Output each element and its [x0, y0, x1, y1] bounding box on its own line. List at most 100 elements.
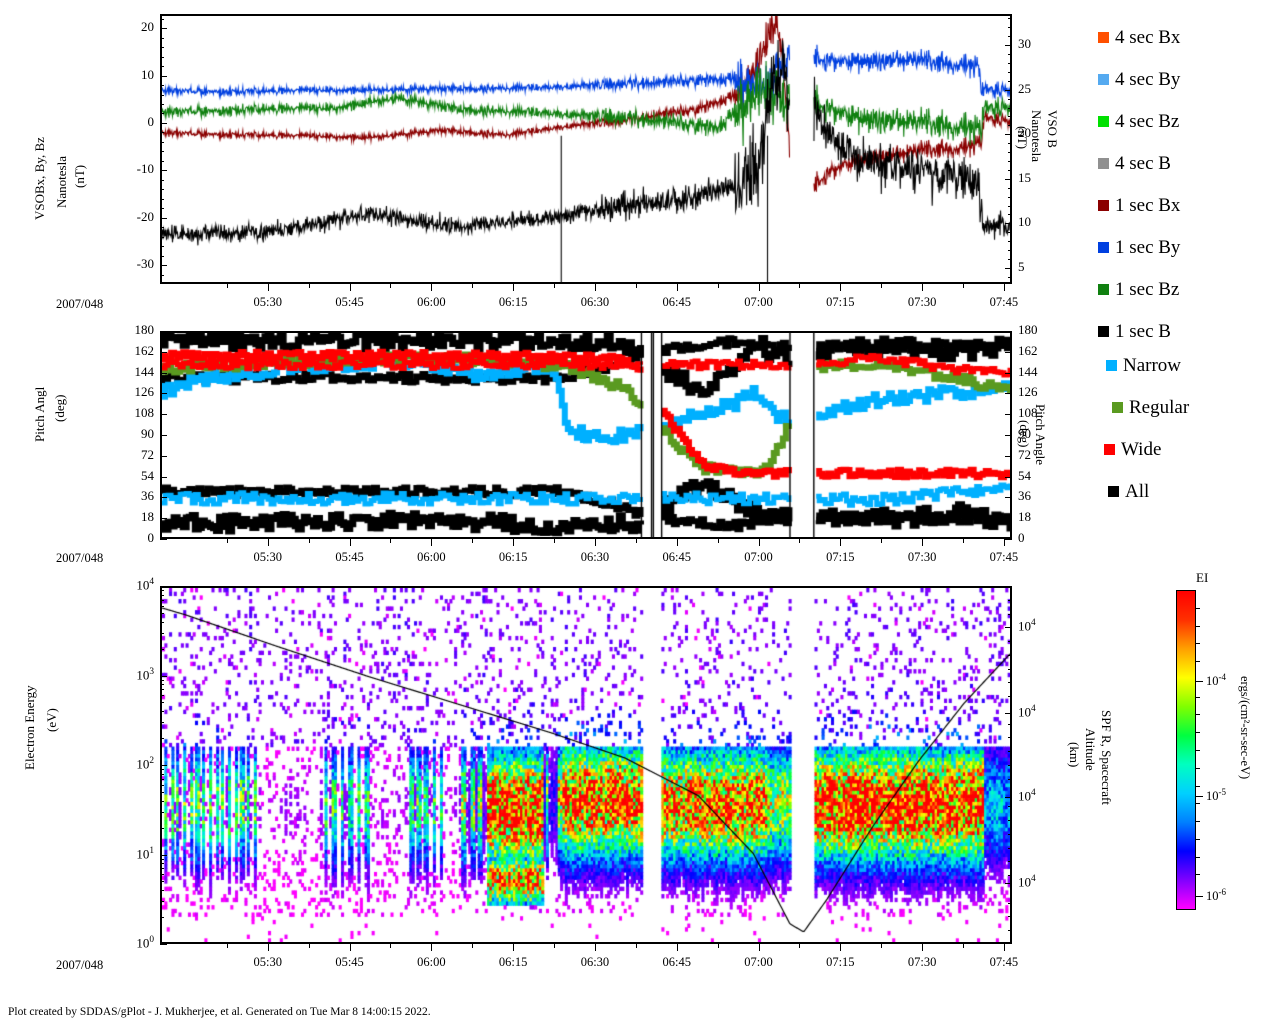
legend-swatch-icon: [1098, 158, 1109, 169]
y-tick-minor: [160, 274, 164, 276]
colorbar-tick-minor: [1196, 607, 1200, 609]
y-tick-minor: [160, 179, 164, 181]
legend-item-4-sec-by[interactable]: 4 sec By: [1098, 70, 1180, 89]
y-tick-major: [1005, 455, 1012, 457]
y-tick-minor: [1008, 765, 1012, 766]
y-tick-minor: [160, 702, 164, 704]
y-tick-minor: [1008, 641, 1012, 643]
y-tick-minor: [1008, 161, 1012, 163]
y-tick-major: [160, 518, 167, 520]
y-tick-minor: [160, 827, 164, 829]
time-tick-minor: [635, 539, 637, 543]
y-tick-label: 5: [1018, 258, 1025, 274]
colorbar-tick-major: [1196, 796, 1203, 798]
y-tick-minor: [1008, 250, 1012, 252]
colorbar-title: EI: [1196, 570, 1209, 585]
colorbar-tick-minor: [1196, 625, 1200, 627]
legend-item-narrow[interactable]: Narrow: [1106, 356, 1181, 375]
time-tick-major: [349, 284, 351, 291]
legend-item-4-sec-bz[interactable]: 4 sec Bz: [1098, 112, 1179, 131]
y-tick-minor: [1008, 125, 1012, 127]
time-tick-major: [758, 944, 760, 951]
y-tick-label: 10: [1018, 214, 1031, 230]
colorbar-tick-major: [1196, 895, 1203, 897]
time-tick-major: [431, 284, 433, 291]
y-tick-major: [1005, 267, 1012, 269]
colorbar-tick-minor: [1196, 838, 1200, 840]
y-tick-label: 104: [136, 577, 154, 593]
mag-ylabel-right-line3: (nT): [1015, 126, 1030, 150]
y-tick-major: [160, 351, 167, 353]
pitch-ylabel-right-line2: (deg): [1017, 420, 1032, 448]
legend-item-1-sec-bz[interactable]: 1 sec Bz: [1098, 280, 1179, 299]
colorbar-tick-minor: [1196, 714, 1200, 716]
spec-ylabel-right-line2: Altitude: [1083, 728, 1098, 771]
time-tick-major: [758, 284, 760, 291]
y-tick-minor: [160, 632, 164, 634]
legend-item-4-sec-bx[interactable]: 4 sec Bx: [1098, 28, 1180, 47]
y-tick-label: 90: [1018, 426, 1031, 441]
time-tick-minor: [881, 284, 883, 288]
time-tick-major: [840, 539, 842, 546]
y-tick-minor: [1008, 169, 1012, 171]
legend-swatch-icon: [1098, 32, 1109, 43]
y-tick-minor: [160, 85, 164, 87]
y-tick-major: [160, 675, 167, 677]
y-tick-label: 90: [141, 426, 154, 441]
y-tick-major: [160, 455, 167, 457]
time-tick-minor: [963, 944, 964, 948]
time-tick-major: [1003, 284, 1005, 291]
y-tick-label: 54: [141, 467, 154, 483]
time-tick-label: 07:45: [989, 295, 1019, 309]
y-tick-minor: [160, 648, 164, 650]
time-tick-major: [676, 539, 678, 546]
time-tick-label: 06:00: [417, 955, 446, 969]
legend-label: 4 sec B: [1115, 153, 1171, 174]
time-tick-label: 07:15: [826, 550, 855, 564]
y-tick-minor: [1008, 861, 1012, 863]
electron-spectrogram-panel: [160, 586, 1012, 944]
y-tick-minor: [1008, 36, 1012, 38]
legend-swatch-icon: [1112, 402, 1123, 413]
time-tick-major: [349, 944, 351, 951]
y-tick-major: [1005, 435, 1012, 436]
time-tick-major: [922, 284, 924, 291]
y-tick-minor: [1008, 98, 1012, 100]
legend-item-1-sec-by[interactable]: 1 sec By: [1098, 238, 1180, 257]
y-tick-label: 36: [141, 488, 154, 504]
y-tick-major: [1005, 713, 1012, 715]
legend-item-1-sec-b[interactable]: 1 sec B: [1098, 322, 1171, 341]
time-tick-label: 05:30: [253, 955, 282, 969]
legend-item-1-sec-bx[interactable]: 1 sec Bx: [1098, 196, 1180, 215]
legend-item-regular[interactable]: Regular: [1112, 398, 1189, 417]
legend-label: Narrow: [1123, 355, 1182, 376]
y-tick-minor: [1008, 916, 1012, 918]
legend-item-wide[interactable]: Wide: [1104, 440, 1161, 459]
colorbar-tick-minor: [1196, 821, 1200, 823]
y-tick-label: -20: [136, 208, 154, 224]
pitch-angle-panel: [160, 331, 1012, 539]
legend-label: Regular: [1129, 397, 1190, 418]
legend-label: All: [1125, 481, 1150, 502]
time-tick-label: 07:30: [907, 550, 937, 564]
y-tick-major: [160, 539, 167, 540]
legend: 4 sec Bx 4 sec By 4 sec Bz 4 sec B 1 sec Bx 1…: [1098, 10, 1280, 510]
y-tick-minor: [1008, 241, 1012, 243]
y-tick-minor: [1008, 27, 1012, 29]
y-tick-label: 30: [1018, 36, 1031, 52]
time-tick-label: 05:45: [335, 955, 364, 969]
time-tick-minor: [226, 284, 228, 288]
y-tick-major: [1005, 89, 1012, 91]
time-tick-major: [922, 539, 924, 546]
y-tick-minor: [160, 811, 164, 813]
time-tick-label: 07:30: [907, 955, 937, 969]
y-tick-major: [1005, 134, 1012, 136]
legend-item-4-sec-b[interactable]: 4 sec B: [1098, 154, 1171, 173]
time-tick-minor: [799, 284, 801, 288]
legend-item-all[interactable]: All: [1108, 482, 1149, 501]
electron-spectrogram-canvas: [162, 588, 1010, 942]
time-tick-major: [922, 944, 924, 951]
colorbar-tick-minor: [1196, 785, 1200, 787]
y-tick-major: [160, 265, 167, 267]
y-tick-minor: [1008, 833, 1012, 835]
